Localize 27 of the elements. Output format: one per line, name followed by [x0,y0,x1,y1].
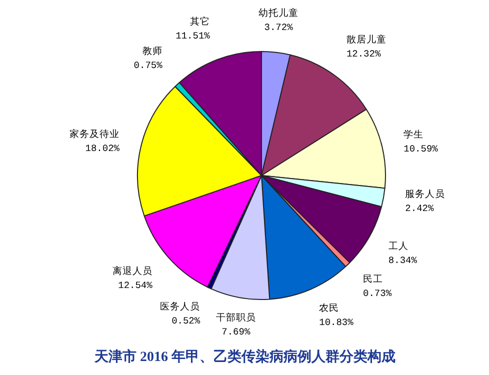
slice-label: 其它 [190,15,210,28]
data-label: 0.52% [172,315,200,326]
slice-label: 幼托儿童 [258,6,299,19]
data-label: 10.59% [404,144,438,155]
data-label: 0.75% [134,60,163,71]
data-label: 3.72% [264,22,294,33]
slice-label: 干部职员 [216,312,256,324]
slice-label: 医务人员 [160,300,200,312]
data-label: 12.54% [118,280,153,291]
slice-label: 民工 [363,274,384,285]
data-label: 12.32% [346,48,381,60]
data-label: 8.34% [388,255,418,266]
slice-label: 家务及待业 [69,128,120,140]
data-label: 11.51% [176,30,210,42]
slice-label: 离退人员 [112,264,152,277]
slice-label: 学生 [404,128,424,141]
slice-label: 农民 [319,303,340,314]
data-label: 18.02% [85,143,120,154]
data-label: 2.42% [405,202,434,214]
data-label: 0.73% [363,288,392,299]
text: 天津市 2016 年甲、乙类传染病病例人群分类构成 [94,348,396,365]
data-label: 7.69% [222,326,250,338]
slice-label: 工人 [388,241,408,252]
slice-label: 教师 [142,46,162,57]
slice-label: 散居儿童 [346,33,386,46]
data-label: 10.83% [319,317,354,328]
slice-label: 服务人员 [405,188,446,200]
